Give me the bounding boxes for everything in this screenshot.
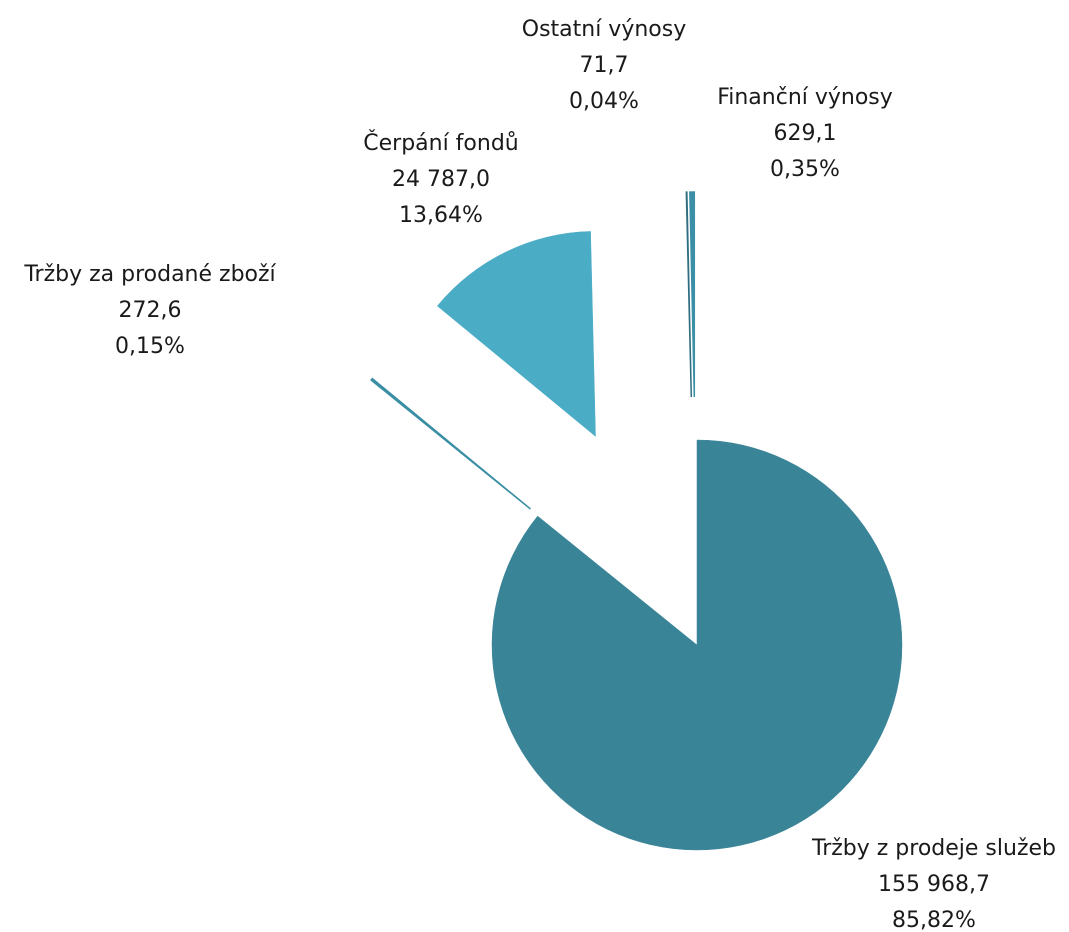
- slice-label: Tržby za prodané zboží 272,6 0,15%: [23, 262, 276, 359]
- pie-slices: [370, 191, 903, 851]
- slice-label: Čerpání fondů 24 787,0 13,64%: [363, 130, 519, 228]
- slice-label-percent: 0,35%: [770, 157, 840, 182]
- slice-label-name: Ostatní výnosy: [522, 17, 686, 42]
- slice-label-percent: 85,82%: [892, 908, 976, 932]
- pie-slice: [689, 191, 696, 398]
- slice-label-percent: 0,15%: [115, 334, 185, 359]
- pie-slice: [437, 231, 596, 437]
- slice-label-name: Tržby za prodané zboží: [23, 262, 276, 287]
- pie-labels: Tržby z prodeje služeb 155 968,7 85,82%Trž…: [23, 17, 1056, 932]
- slice-label: Finanční výnosy 629,1 0,35%: [717, 85, 893, 182]
- slice-label-value: 272,6: [119, 298, 182, 323]
- slice-label-percent: 0,04%: [569, 89, 639, 114]
- pie-slice: [491, 439, 903, 851]
- pie-slice: [685, 191, 693, 398]
- slice-label: Tržby z prodeje služeb 155 968,7 85,82%: [811, 836, 1056, 932]
- slice-label-value: 155 968,7: [878, 872, 990, 897]
- slice-label-percent: 13,64%: [399, 203, 483, 228]
- slice-label-name: Tržby z prodeje služeb: [811, 836, 1056, 861]
- pie-slice: [370, 377, 531, 510]
- slice-label: Ostatní výnosy 71,7 0,04%: [522, 17, 686, 114]
- slice-label-value: 71,7: [580, 53, 629, 78]
- slice-label-value: 24 787,0: [392, 167, 490, 192]
- slice-label-value: 629,1: [774, 121, 837, 146]
- slice-label-name: Finanční výnosy: [717, 85, 893, 110]
- slice-label-name: Čerpání fondů: [363, 130, 519, 156]
